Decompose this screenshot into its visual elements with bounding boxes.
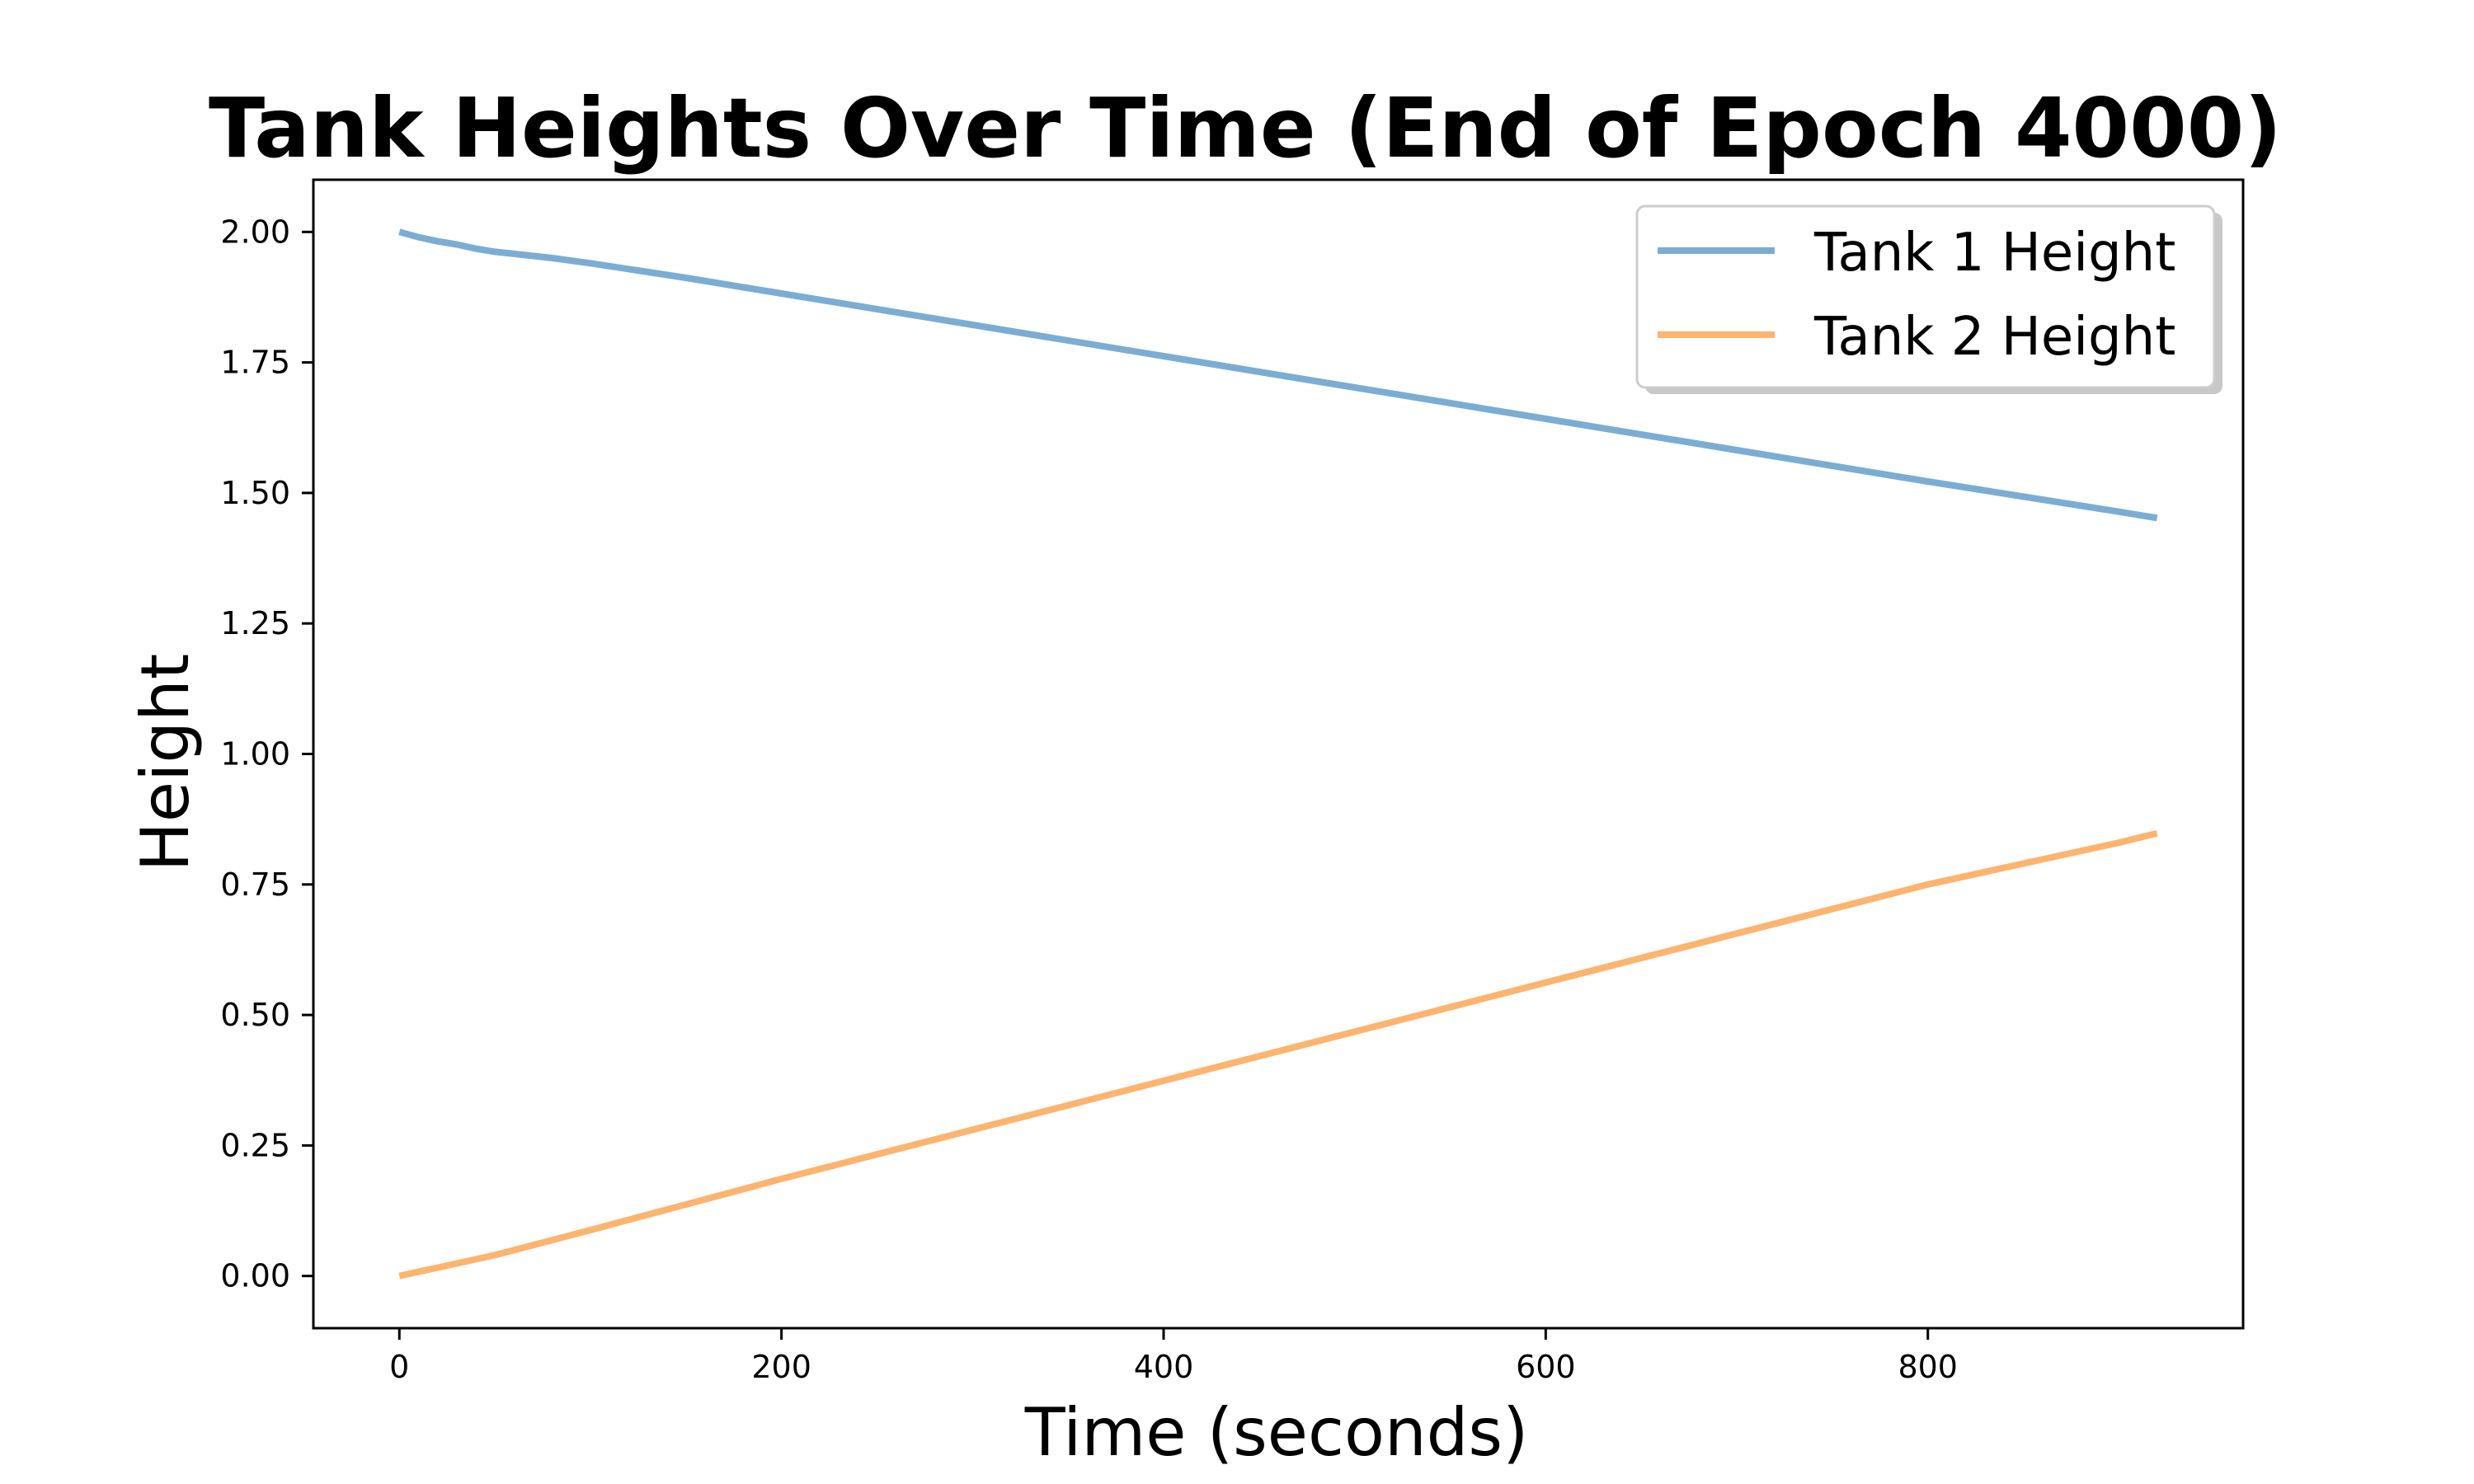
y-tick-label: 0.00	[220, 1258, 290, 1294]
y-tick-label: 1.75	[220, 345, 290, 381]
y-tick-label: 1.50	[220, 475, 290, 511]
series-lines	[398, 228, 2158, 1280]
x-tick-label: 0	[389, 1349, 409, 1385]
legend-label-tank-1: Tank 1 Height	[1813, 223, 2175, 284]
y-tick-label: 0.50	[220, 997, 290, 1033]
x-axis-label: Time (seconds)	[1024, 1394, 1529, 1471]
x-tick-label: 200	[751, 1349, 811, 1385]
y-tick-label: 1.25	[220, 605, 290, 641]
x-tick-label: 800	[1898, 1349, 1958, 1385]
series-line-tank-1	[398, 228, 2158, 522]
y-axis-ticks: 0.00 0.25 0.50 0.75 1.00 1.25 1.50 1.75 2.00	[220, 214, 313, 1294]
x-tick-label: 600	[1516, 1349, 1576, 1385]
y-tick-label: 0.75	[220, 866, 290, 903]
series-line-tank-2	[398, 829, 2158, 1280]
x-tick-label: 400	[1134, 1349, 1194, 1385]
y-tick-label: 1.00	[220, 736, 290, 773]
legend-label-tank-2: Tank 2 Height	[1813, 307, 2175, 368]
y-tick-label: 2.00	[220, 214, 290, 250]
y-axis-label: Height	[127, 654, 204, 871]
chart-title: Tank Heights Over Time (End of Epoch 400…	[209, 80, 2282, 176]
x-axis-ticks: 0 200 400 600 800	[389, 1328, 1958, 1385]
legend: Tank 1 Height Tank 2 Height	[1635, 204, 2222, 394]
y-tick-label: 0.25	[220, 1127, 290, 1163]
legend-box	[1635, 204, 2216, 389]
